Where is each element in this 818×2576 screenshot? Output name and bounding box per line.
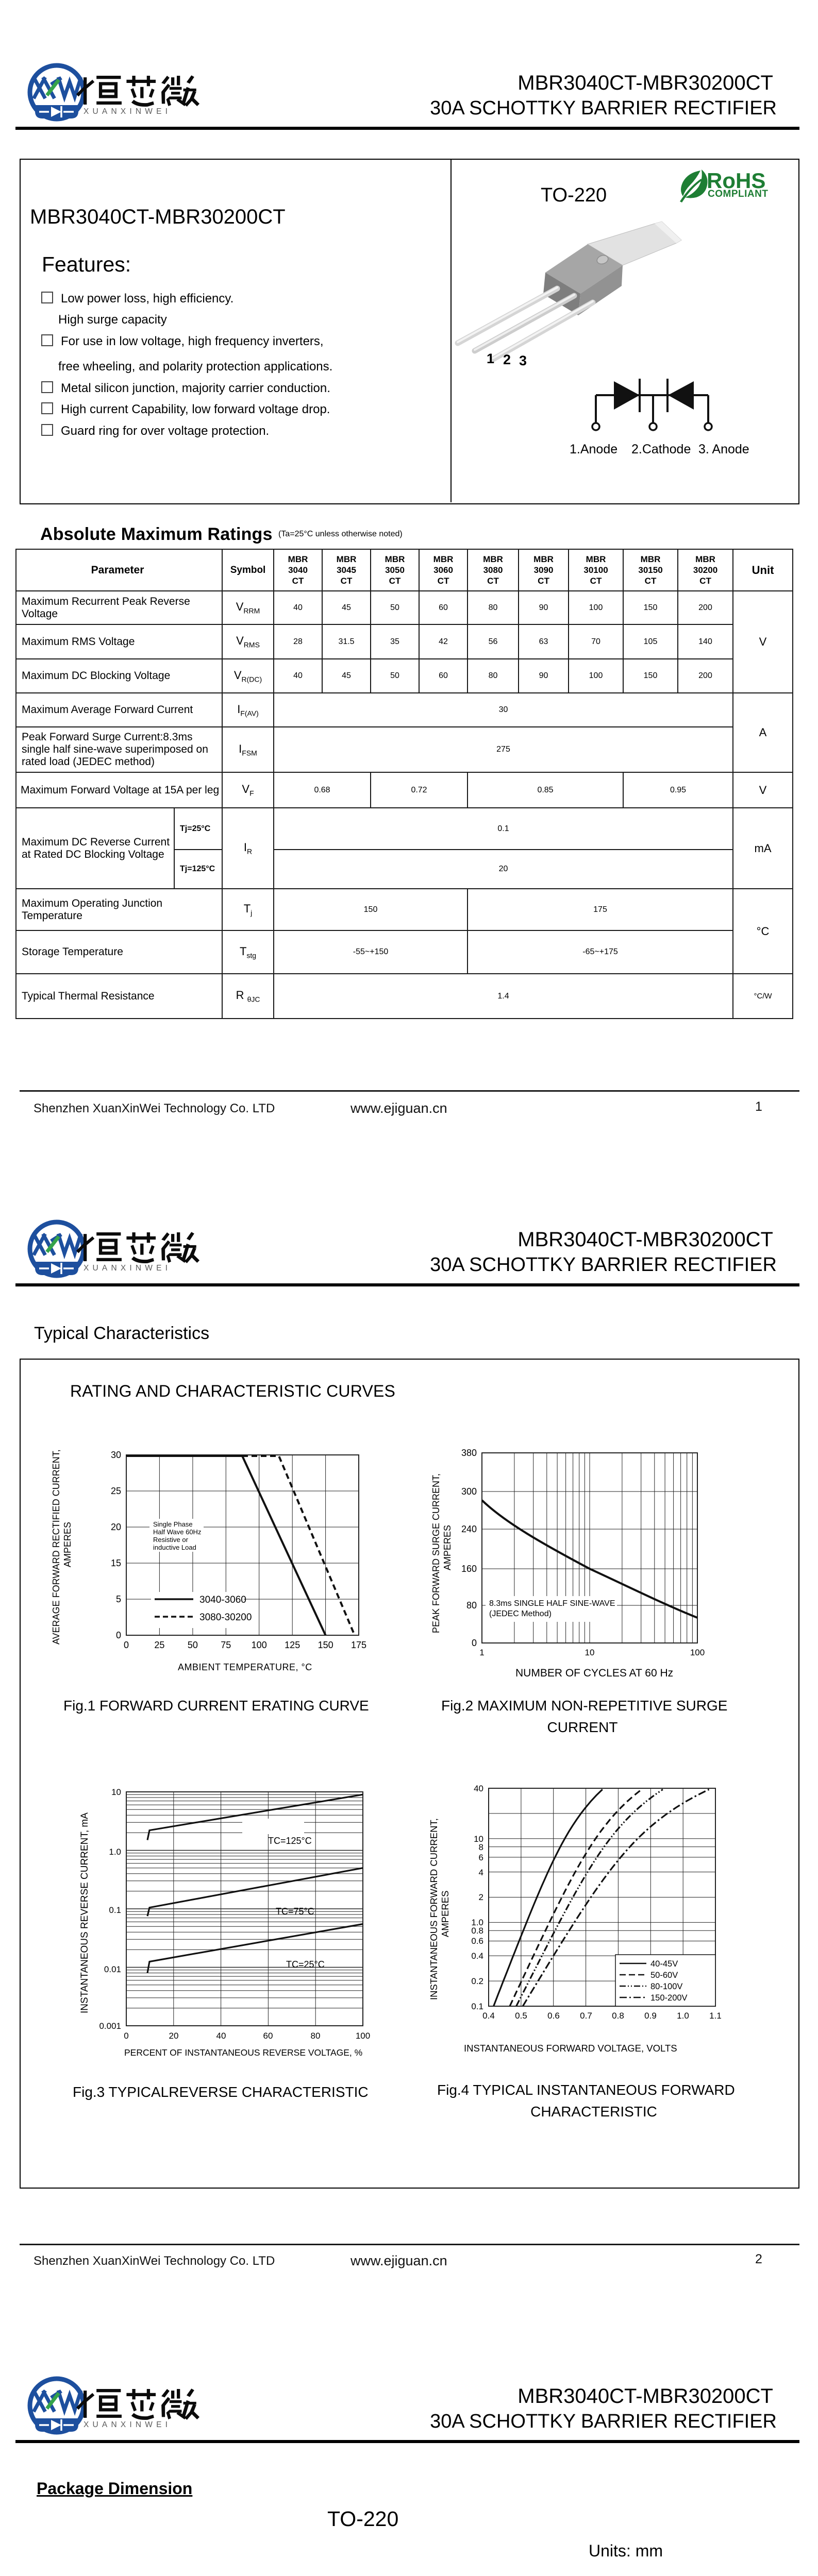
svg-text:AMBIENT TEMPERATURE, °C: AMBIENT TEMPERATURE, °C xyxy=(178,1662,312,1672)
svg-text:inductive Load: inductive Load xyxy=(153,1544,196,1551)
svg-text:20: 20 xyxy=(169,2031,179,2041)
svg-text:2.Cathode: 2.Cathode xyxy=(631,442,691,456)
svg-text:25: 25 xyxy=(154,1640,164,1650)
svg-text:30: 30 xyxy=(111,1450,121,1460)
svg-text:10: 10 xyxy=(474,1834,483,1844)
svg-text:40: 40 xyxy=(474,1784,483,1793)
svg-text:TC=125°C: TC=125°C xyxy=(268,1836,312,1846)
svg-text:Fig.2 MAXIMUM NON-REPETITIVE S: Fig.2 MAXIMUM NON-REPETITIVE SURGE xyxy=(441,1698,727,1714)
svg-text:Single Phase: Single Phase xyxy=(153,1520,193,1528)
svg-text:15: 15 xyxy=(111,1558,121,1568)
svg-text:1.1: 1.1 xyxy=(709,2011,722,2021)
svg-text:80: 80 xyxy=(466,1600,477,1611)
svg-text:20: 20 xyxy=(111,1522,121,1532)
svg-text:(JEDEC Method): (JEDEC Method) xyxy=(489,1609,552,1618)
svg-text:2: 2 xyxy=(479,1892,483,1902)
svg-text:PEAK FORWARD SURGE CURRENT,: PEAK FORWARD SURGE CURRENT, xyxy=(431,1473,441,1633)
svg-text:PERCENT OF INSTANTANEOUS REVER: PERCENT OF INSTANTANEOUS REVERSE VOLTAGE… xyxy=(124,2047,362,2058)
svg-text:240: 240 xyxy=(461,1524,477,1534)
svg-text:75: 75 xyxy=(221,1640,231,1650)
svg-text:5: 5 xyxy=(116,1594,121,1604)
svg-text:8: 8 xyxy=(479,1842,483,1852)
svg-text:175: 175 xyxy=(351,1640,366,1650)
svg-text:0.4: 0.4 xyxy=(471,1951,483,1961)
svg-text:RoHS: RoHS xyxy=(707,168,765,193)
svg-text:INSTANTANEOUS REVERSE CURRENT,: INSTANTANEOUS REVERSE CURRENT, mA xyxy=(79,1812,90,2013)
svg-text:3040-3060: 3040-3060 xyxy=(199,1595,246,1605)
svg-text:1: 1 xyxy=(487,351,494,366)
svg-text:TC=75°C: TC=75°C xyxy=(276,1906,314,1917)
svg-text:100: 100 xyxy=(690,1648,705,1657)
svg-text:CURRENT: CURRENT xyxy=(547,1719,618,1735)
svg-text:1.Anode: 1.Anode xyxy=(570,442,617,456)
svg-text:AVERAGE FORWARD RECTIFIED CURR: AVERAGE FORWARD RECTIFIED CURRENT, xyxy=(51,1449,61,1645)
svg-text:8.3ms SINGLE HALF SINE-WAVE: 8.3ms SINGLE HALF SINE-WAVE xyxy=(489,1599,615,1608)
svg-text:0.8: 0.8 xyxy=(471,1926,483,1936)
svg-text:0.01: 0.01 xyxy=(104,1964,121,1974)
svg-text:INSTANTANEOUS FORWARD CURRENT,: INSTANTANEOUS FORWARD CURRENT, xyxy=(428,1818,439,2000)
svg-text:0.8: 0.8 xyxy=(612,2011,624,2021)
svg-text:100: 100 xyxy=(252,1640,267,1650)
svg-text:160: 160 xyxy=(461,1564,477,1574)
svg-text:AMPERES: AMPERES xyxy=(62,1522,73,1567)
svg-text:0.9: 0.9 xyxy=(644,2011,657,2021)
svg-text:80: 80 xyxy=(311,2031,321,2041)
svg-text:Fig.3 TYPICALREVERSE CHARACTER: Fig.3 TYPICALREVERSE CHARACTERISTIC xyxy=(73,2084,369,2100)
svg-text:3080-30200: 3080-30200 xyxy=(199,1612,252,1623)
svg-text:0.4: 0.4 xyxy=(482,2011,495,2021)
svg-text:40-45V: 40-45V xyxy=(650,1959,678,1969)
svg-text:80-100V: 80-100V xyxy=(650,1982,682,1991)
svg-text:0.1: 0.1 xyxy=(109,1905,121,1915)
svg-text:CHARACTERISTIC: CHARACTERISTIC xyxy=(530,2104,657,2120)
svg-text:100: 100 xyxy=(356,2031,370,2041)
svg-text:10: 10 xyxy=(111,1787,121,1797)
svg-text:300: 300 xyxy=(461,1486,477,1497)
svg-text:0.001: 0.001 xyxy=(99,2021,121,2031)
svg-text:AMPERES: AMPERES xyxy=(442,1525,453,1570)
svg-text:3: 3 xyxy=(519,353,527,368)
svg-text:COMPLIANT: COMPLIANT xyxy=(708,189,768,199)
svg-text:0.6: 0.6 xyxy=(471,1936,483,1946)
svg-text:0.5: 0.5 xyxy=(515,2011,527,2021)
svg-text:Fig.1 FORWARD CURRENT ERATING: Fig.1 FORWARD CURRENT ERATING CURVE xyxy=(63,1698,369,1714)
svg-text:50-60V: 50-60V xyxy=(650,1971,678,1980)
svg-text:NUMBER OF CYCLES AT 60 Hz: NUMBER OF CYCLES AT 60 Hz xyxy=(515,1667,673,1679)
svg-text:0: 0 xyxy=(124,2031,128,2041)
svg-text:0: 0 xyxy=(472,1638,477,1648)
svg-text:1: 1 xyxy=(479,1648,484,1657)
svg-text:10: 10 xyxy=(585,1648,595,1657)
svg-text:INSTANTANEOUS FORWARD VOLTAGE,: INSTANTANEOUS FORWARD VOLTAGE, VOLTS xyxy=(464,2043,677,2054)
svg-text:2: 2 xyxy=(503,352,511,367)
svg-text:0: 0 xyxy=(116,1630,121,1640)
svg-text:1.0: 1.0 xyxy=(677,2011,689,2021)
svg-text:125: 125 xyxy=(285,1640,300,1650)
svg-text:60: 60 xyxy=(263,2031,273,2041)
svg-text:150: 150 xyxy=(318,1640,333,1650)
svg-text:0: 0 xyxy=(124,1640,129,1650)
svg-text:150-200V: 150-200V xyxy=(650,1993,688,2003)
svg-text:1.0: 1.0 xyxy=(471,1918,483,1927)
svg-text:25: 25 xyxy=(111,1486,121,1496)
svg-text:3. Anode: 3. Anode xyxy=(698,442,749,456)
svg-text:TC=25°C: TC=25°C xyxy=(286,1959,325,1970)
svg-text:6: 6 xyxy=(479,1853,483,1862)
svg-text:Half Wave 60Hz: Half Wave 60Hz xyxy=(153,1528,201,1536)
svg-text:4: 4 xyxy=(479,1868,483,1877)
svg-text:380: 380 xyxy=(461,1448,477,1458)
svg-text:Fig.4 TYPICAL INSTANTANEOUS FO: Fig.4 TYPICAL INSTANTANEOUS FORWARD xyxy=(437,2082,735,2098)
svg-text:0.1: 0.1 xyxy=(471,2002,483,2011)
svg-text:0.6: 0.6 xyxy=(547,2011,560,2021)
svg-text:Resistive or: Resistive or xyxy=(153,1536,189,1544)
svg-text:50: 50 xyxy=(188,1640,198,1650)
svg-text:1.0: 1.0 xyxy=(109,1847,121,1857)
svg-text:40: 40 xyxy=(216,2031,226,2041)
svg-text:0.7: 0.7 xyxy=(580,2011,592,2021)
svg-text:0.2: 0.2 xyxy=(471,1976,483,1986)
svg-text:AMPERES: AMPERES xyxy=(440,1891,450,1937)
